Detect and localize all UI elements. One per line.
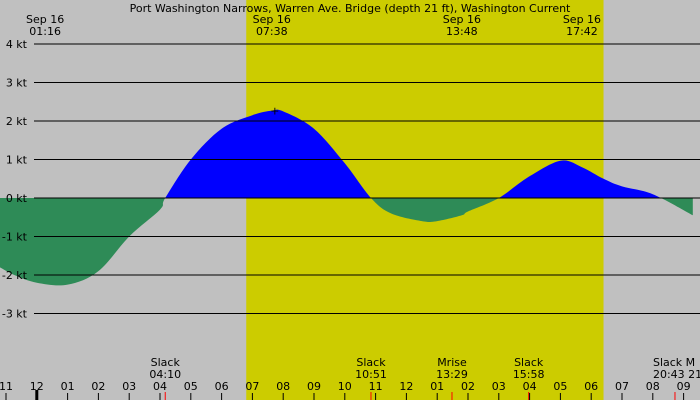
event-name-label: Mrise — [437, 356, 467, 369]
x-tick-label: 11 — [0, 380, 13, 393]
event-time-label: 15:58 — [513, 368, 545, 381]
x-tick-label: 08 — [276, 380, 290, 393]
y-tick-label: -1 kt — [2, 231, 28, 244]
x-tick-label: 01 — [61, 380, 75, 393]
top-time-label: 13:48 — [446, 25, 478, 38]
x-tick-label: 05 — [184, 380, 198, 393]
x-tick-label: 10 — [338, 380, 352, 393]
x-tick-label: 07 — [615, 380, 629, 393]
event-name-label: Slack — [151, 356, 181, 369]
x-tick-label: 05 — [553, 380, 567, 393]
top-time-label: 17:42 — [566, 25, 598, 38]
event-time-label: 13:29 — [436, 368, 468, 381]
top-date-label: Sep 16 — [253, 13, 291, 26]
x-tick-label: 12 — [399, 380, 413, 393]
flood-area — [0, 109, 693, 198]
x-tick-label: 03 — [492, 380, 506, 393]
event-name-label: Slack — [356, 356, 386, 369]
x-tick-label: 12 — [30, 380, 44, 393]
top-time-label: 07:38 — [256, 25, 288, 38]
x-tick-label: 09 — [307, 380, 321, 393]
y-tick-label: -2 kt — [2, 269, 28, 282]
x-tick-label: 04 — [523, 380, 537, 393]
y-tick-label: 2 kt — [6, 115, 28, 128]
x-tick-label: 06 — [215, 380, 229, 393]
x-tick-label: 09 — [677, 380, 691, 393]
y-tick-label: 4 kt — [6, 38, 28, 51]
x-tick-label: 04 — [153, 380, 167, 393]
y-tick-label: 1 kt — [6, 154, 28, 167]
x-tick-label: 08 — [646, 380, 660, 393]
event-time-label: 10:51 — [355, 368, 387, 381]
top-date-label: Sep 16 — [26, 13, 64, 26]
x-tick-label: 11 — [369, 380, 383, 393]
event-time-label: 04:10 — [149, 368, 181, 381]
x-tick-label: 03 — [122, 380, 136, 393]
x-tick-label: 01 — [430, 380, 444, 393]
x-tick-label: 06 — [584, 380, 598, 393]
chart-title: Port Washington Narrows, Warren Ave. Bri… — [130, 2, 571, 15]
top-date-label: Sep 16 — [563, 13, 601, 26]
top-date-label: Sep 16 — [443, 13, 481, 26]
ebb-area — [0, 198, 693, 286]
y-tick-label: -3 kt — [2, 308, 28, 321]
y-tick-label: 3 kt — [6, 77, 28, 90]
event-time-label: 20:43 21 — [653, 368, 700, 381]
max-current-marker: + — [270, 105, 279, 118]
x-tick-label: 02 — [91, 380, 105, 393]
event-name-label: Slack M — [653, 356, 695, 369]
y-tick-label: 0 kt — [6, 192, 28, 205]
event-name-label: Slack — [514, 356, 544, 369]
x-tick-label: 07 — [245, 380, 259, 393]
top-time-label: 01:16 — [29, 25, 61, 38]
x-tick-label: 02 — [461, 380, 475, 393]
